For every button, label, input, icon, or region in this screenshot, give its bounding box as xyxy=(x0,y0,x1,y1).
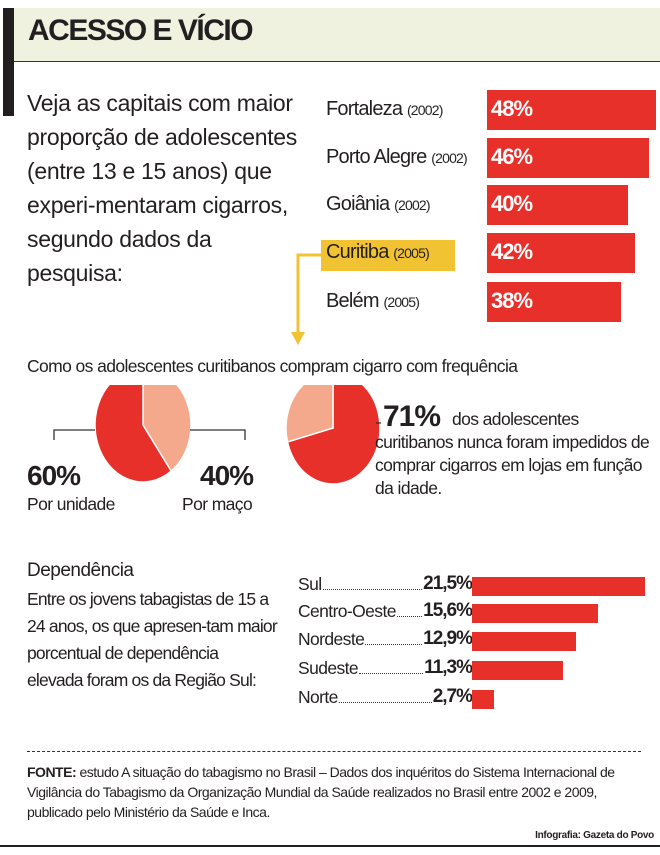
leader-line-40 xyxy=(190,429,246,440)
region-bar xyxy=(472,604,598,623)
connector-arrow xyxy=(291,253,322,345)
city-year: (2002) xyxy=(406,102,443,118)
city-bar-value: 42% xyxy=(491,239,533,264)
city-bar xyxy=(487,233,635,273)
region-value: 21,5% xyxy=(423,573,473,594)
pie1-slice-0 xyxy=(142,385,192,473)
city-bar xyxy=(487,282,621,322)
pie-section-title: Como os adolescentes curitibanos compram… xyxy=(27,356,518,376)
header-accent-bar xyxy=(3,8,14,116)
city-year: (2002) xyxy=(431,150,467,166)
city-name: Goiânia xyxy=(326,193,390,215)
city-bar-value: 40% xyxy=(491,191,533,216)
pie2-description-text: dos adolescentes curitibanos nunca foram… xyxy=(375,409,650,498)
city-name: Belém xyxy=(326,290,379,312)
city-year: (2005) xyxy=(393,245,429,261)
region-name: Sul xyxy=(298,574,322,594)
city-label: Goiânia (2002) xyxy=(326,193,431,216)
region-label: Sudeste 11,3% xyxy=(298,657,473,679)
region-bar xyxy=(472,661,563,680)
region-label: Sul 21,5% xyxy=(298,573,473,595)
region-bar xyxy=(472,690,494,709)
city-year: (2005) xyxy=(383,294,420,310)
header-band xyxy=(14,8,660,62)
region-value: 2,7% xyxy=(432,686,473,707)
pie2-slice-0 xyxy=(286,385,381,485)
source-label: FONTE: xyxy=(27,764,77,780)
city-bar xyxy=(487,185,628,225)
region-value: 12,9% xyxy=(423,628,473,649)
curitiba-highlight xyxy=(321,240,455,271)
leader-line-60 xyxy=(53,429,95,440)
region-value: 15,6% xyxy=(423,600,473,621)
region-label: Nordeste 12,9% xyxy=(298,628,473,650)
dot-leader xyxy=(396,616,423,617)
credit: Infografia: Gazeta do Povo xyxy=(535,830,654,841)
region-label: Norte 2,7% xyxy=(298,686,473,708)
city-name: Curitiba xyxy=(326,241,389,263)
region-name: Nordeste xyxy=(298,629,365,649)
region-name: Norte xyxy=(298,687,338,707)
dot-leader xyxy=(359,673,424,674)
region-name: Centro-Oeste xyxy=(298,601,396,621)
pie1-label-unidade: Por unidade xyxy=(27,494,115,514)
region-bar xyxy=(472,632,576,651)
pie1-label-maco: Por maço xyxy=(182,494,253,514)
pie1-value-40: 40% xyxy=(200,460,254,491)
source-note: FONTE: estudo A situação do tabagismo no… xyxy=(27,762,652,822)
pie2-value-71: 71% xyxy=(383,400,441,433)
region-value: 11,3% xyxy=(424,657,473,678)
region-name: Sudeste xyxy=(298,658,359,678)
city-year: (2002) xyxy=(394,197,430,213)
divider xyxy=(27,751,641,752)
intro-text: Veja as capitais com maior proporção de … xyxy=(27,90,297,286)
page-title: ACESSO E VÍCIO xyxy=(28,14,254,47)
city-bar-value: 38% xyxy=(491,288,533,313)
city-bar xyxy=(487,138,649,178)
city-label: Porto Alegre (2002) xyxy=(326,146,468,169)
dot-leader xyxy=(365,644,423,645)
source-text: estudo A situação do tabagismo no Brasil… xyxy=(27,764,615,820)
pie2-description: dos adolescentes curitibanos nunca foram… xyxy=(375,408,655,500)
dependencia-title: Dependência xyxy=(27,560,134,581)
dot-leader xyxy=(322,589,423,590)
city-bar-value: 46% xyxy=(491,144,533,169)
city-name: Porto Alegre xyxy=(326,146,427,168)
city-label: Fortaleza (2002) xyxy=(326,98,443,121)
dependencia-text: Entre os jovens tabagistas de 15 a 24 an… xyxy=(27,589,278,690)
pie2-slice-1 xyxy=(285,385,334,443)
pie1-value-60: 60% xyxy=(27,460,81,491)
city-bar-value: 48% xyxy=(491,96,533,121)
region-label: Centro-Oeste 15,6% xyxy=(298,600,473,622)
city-bar xyxy=(487,90,656,130)
city-name: Fortaleza xyxy=(326,98,403,120)
city-label: Curitiba (2005) xyxy=(326,241,430,264)
city-label: Belém (2005) xyxy=(326,290,420,313)
dot-leader xyxy=(338,702,432,703)
pie-charts xyxy=(53,385,381,485)
bottom-rule xyxy=(0,845,660,847)
region-bar xyxy=(472,577,645,596)
pie1-slice-1 xyxy=(94,385,173,483)
